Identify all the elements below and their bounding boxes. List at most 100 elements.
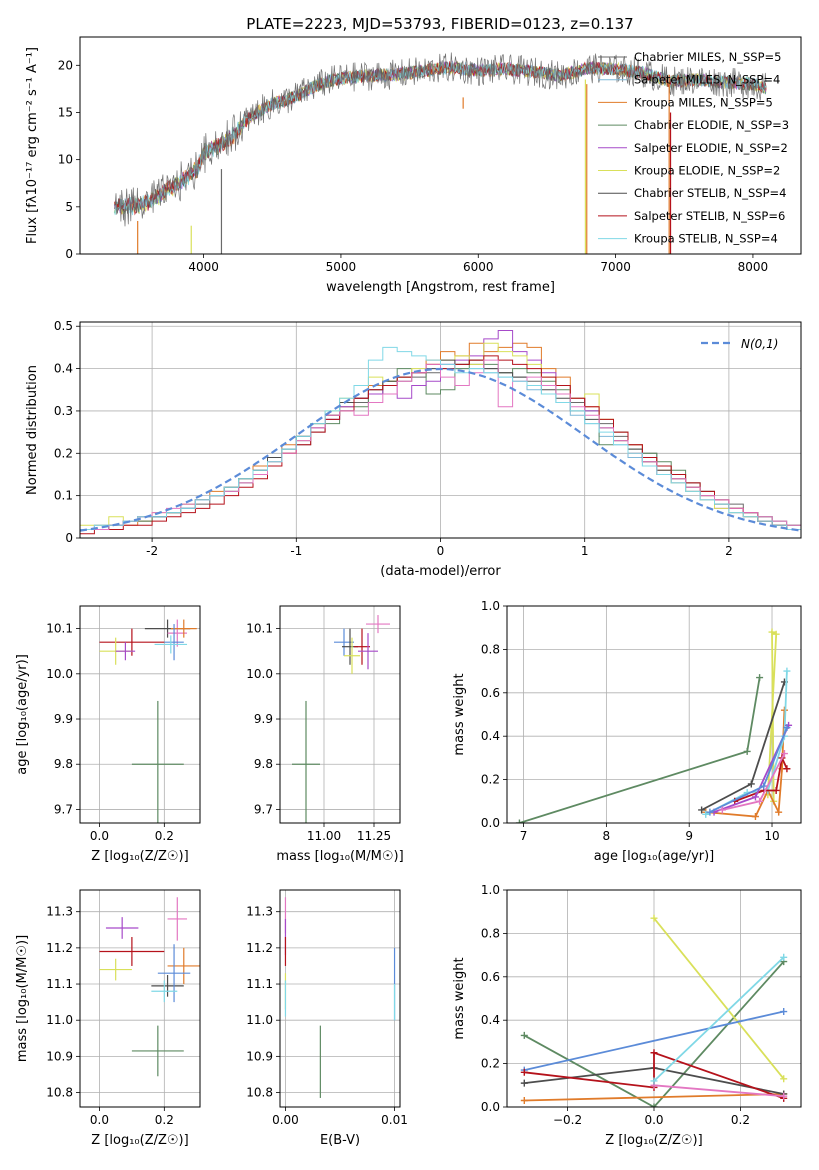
y-tick-label: 10.1: [246, 622, 273, 636]
y-tick-label: 20: [58, 58, 73, 72]
axes-frame: [506, 605, 802, 824]
x-tick-label: 0.0: [644, 1113, 663, 1127]
weight-point-marker: [520, 1031, 528, 1039]
weight-line: [524, 1051, 784, 1100]
y-tick-label: 0.4: [481, 729, 500, 743]
weight-point-marker: [650, 1103, 658, 1107]
x-tick-label: 8: [603, 829, 611, 843]
weight-line: [653, 956, 785, 1082]
weight-line: [523, 961, 785, 1107]
axes-frame: [279, 605, 401, 824]
y-tick-label: 10.0: [246, 667, 273, 681]
weight-point-marker: [520, 1096, 528, 1104]
y-tick-label: 11.3: [246, 905, 273, 919]
spectrum-panel: 4000 5000 6000 7000 8000 0 5 10 15 20 wavelength […: [25, 36, 802, 295]
legend-label: Chabrier ELODIE, N_SSP=3: [634, 118, 789, 132]
weight-series: [515, 628, 793, 823]
x-tick-label: 0.2: [155, 1113, 174, 1127]
x-tick-label: 5000: [326, 260, 357, 274]
weight-point-marker: [698, 806, 706, 814]
y-tick-label: 1.0: [481, 599, 500, 613]
legend-label: Kroupa STELIB, N_SSP=4: [634, 232, 778, 246]
y-axis-label: mass weight: [452, 673, 467, 755]
y-tick-label: 10.1: [46, 622, 73, 636]
y-tick-label: 11.1: [46, 977, 73, 991]
legend-label: Chabrier MILES, N_SSP=5: [634, 50, 781, 64]
axes-frame: [506, 889, 802, 1108]
weight-point-marker: [650, 1077, 658, 1085]
y-tick-label: 11.0: [46, 1013, 73, 1027]
x-tick-label: 11.25: [357, 829, 391, 843]
y-tick-label: 0.8: [481, 642, 500, 656]
x-tick-label: 11.00: [307, 829, 341, 843]
x-axis-label: Z [log₁₀(Z/Z☉)]: [605, 1133, 702, 1148]
gaussian-reference-curve: [80, 367, 801, 532]
weight-point-marker: [718, 806, 726, 814]
histogram-series: [80, 330, 801, 535]
weight-point-marker: [783, 667, 791, 675]
x-axis-label: Z [log₁₀(Z/Z☉)]: [91, 849, 188, 864]
x-tick-label: 0.2: [731, 1113, 750, 1127]
y-tick-label: 11.2: [246, 941, 273, 955]
x-tick-label: 10: [764, 829, 779, 843]
y-tick-label: 15: [58, 105, 73, 119]
x-tick-label: 0.0: [90, 829, 109, 843]
y-tick-label: 10.9: [46, 1049, 73, 1063]
axes-frame: [79, 889, 201, 1108]
y-tick-label: 0: [65, 531, 73, 545]
y-tick-label: 9.8: [54, 757, 73, 771]
x-tick-label: 0: [437, 544, 445, 558]
x-tick-label: 0.01: [381, 1113, 408, 1127]
spectrum-series-line: [113, 52, 767, 227]
x-tick-label: 0.00: [272, 1113, 299, 1127]
weight-point-marker: [780, 750, 788, 758]
x-tick-label: 9: [685, 829, 693, 843]
y-tick-label: 0.6: [481, 970, 500, 984]
legend-label: Chabrier STELIB, N_SSP=4: [634, 186, 786, 200]
y-tick-label: 10: [58, 153, 73, 167]
weight-line: [653, 1084, 784, 1098]
spectrum-lines: [113, 52, 767, 254]
mass-vs-metallicity-panel: 0.0 0.2 10.8 10.9 11.0 11.1 11.2 11.3 Z [log₁₀(Z…: [15, 889, 201, 1148]
weight-series: [520, 914, 788, 1107]
x-tick-label: 7000: [600, 260, 631, 274]
y-tick-label: 10.8: [46, 1086, 73, 1100]
y-tick-label: 0.0: [481, 1100, 500, 1114]
weight-point-marker: [650, 1049, 658, 1057]
weight-point-marker: [751, 793, 759, 801]
x-tick-label: 8000: [738, 260, 769, 274]
y-tick-label: 0.2: [481, 773, 500, 787]
weight-point-marker: [520, 1068, 528, 1076]
y-tick-label: 0.4: [481, 1013, 500, 1027]
legend-label: Kroupa MILES, N_SSP=5: [634, 95, 773, 109]
weight-line: [653, 917, 785, 1080]
figure-title: PLATE=2223, MJD=53793, FIBERID=0123, z=0…: [246, 15, 633, 33]
x-tick-label: −0.2: [553, 1113, 582, 1127]
y-tick-label: 11.1: [246, 977, 273, 991]
legend-label: Salpeter STELIB, N_SSP=6: [634, 209, 785, 223]
weight-point-marker: [783, 724, 791, 732]
y-axis-label: mass [log₁₀(M/M☉)]: [15, 935, 30, 1062]
weight-point-marker: [772, 630, 780, 638]
y-tick-label: 10.8: [246, 1086, 273, 1100]
y-tick-label: 10.0: [46, 667, 73, 681]
mass-vs-extinction-panel: 0.00 0.01 10.8 10.9 11.0 11.1 11.2 11.3 E(B-V): [246, 889, 408, 1148]
y-tick-label: 1.0: [481, 883, 500, 897]
weight-point-marker: [702, 810, 710, 818]
x-tick-label: -2: [146, 544, 158, 558]
weight-vs-metallicity-panel: −0.2 0.0 0.2 0.0 0.2 0.4 0.6 0.8 1.0 Z [log₁₀(Z/Z…: [452, 883, 802, 1148]
axes-frame: [79, 36, 802, 255]
weight-point-marker: [756, 674, 764, 682]
weight-line: [524, 1010, 784, 1071]
weight-point-marker: [780, 953, 788, 961]
weight-vs-age-panel: 7 8 9 10 0.0 0.2 0.4 0.6 0.8 1.0 age [log₁₀(age/yr…: [452, 599, 802, 864]
legend-label: N(0,1): [741, 337, 778, 351]
axes-frame: [79, 321, 802, 539]
y-tick-label: 9.7: [254, 802, 273, 816]
axes-frame: [79, 605, 201, 824]
y-tick-label: 0.2: [54, 446, 73, 460]
weight-point-marker: [706, 808, 714, 816]
x-tick-label: 6000: [463, 260, 494, 274]
weight-point-marker: [515, 819, 523, 823]
y-tick-label: 0.6: [481, 686, 500, 700]
